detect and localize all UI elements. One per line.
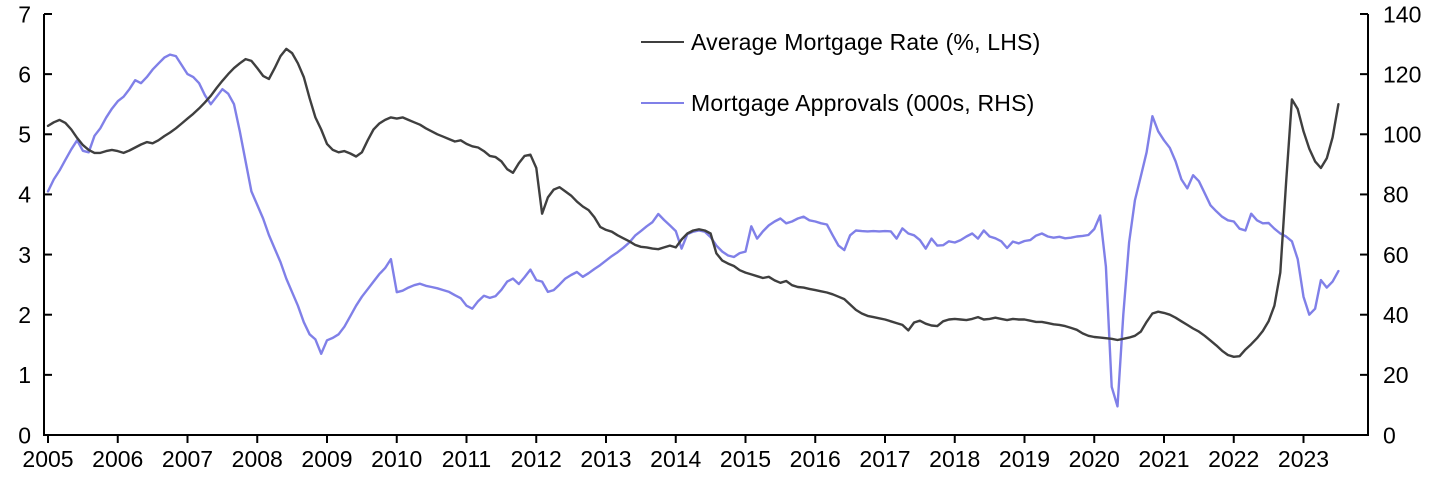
x-axis-year-label: 2015	[720, 446, 771, 472]
right-axis-tick-label: 20	[1383, 362, 1409, 388]
right-axis-tick-label: 120	[1383, 61, 1421, 87]
mortgage-rate-line-swatch	[641, 41, 684, 43]
legend-item-approvals: Mortgage Approvals (000s, RHS)	[641, 89, 1040, 116]
left-axis-tick-label: 6	[18, 61, 31, 87]
x-axis-year-label: 2014	[650, 446, 701, 472]
legend-label-approvals: Mortgage Approvals (000s, RHS)	[691, 89, 1035, 116]
x-axis-year-label: 2009	[301, 446, 352, 472]
x-axis-year-label: 2006	[92, 446, 143, 472]
chart-legend: Average Mortgage Rate (%, LHS) Mortgage …	[641, 28, 1041, 152]
x-axis-year-label: 2021	[1138, 446, 1189, 472]
x-axis-year-label: 2018	[929, 446, 980, 472]
right-axis-tick-label: 40	[1383, 302, 1409, 328]
x-axis-year-label: 2010	[371, 446, 422, 472]
approvals-line-swatch	[641, 102, 684, 104]
x-axis-year-label: 2020	[1069, 446, 1120, 472]
x-axis-year-label: 2012	[511, 446, 562, 472]
right-axis-tick-label: 80	[1383, 182, 1409, 208]
legend-item-mortgage-rate: Average Mortgage Rate (%, LHS)	[641, 28, 1041, 55]
right-axis-tick-label: 0	[1383, 422, 1396, 448]
left-axis-tick-label: 3	[18, 242, 31, 268]
x-axis-year-label: 2019	[999, 446, 1050, 472]
right-axis-tick-label: 140	[1383, 1, 1421, 27]
left-axis-tick-label: 0	[18, 422, 31, 448]
x-axis-year-label: 2013	[580, 446, 631, 472]
x-axis-year-label: 2023	[1278, 446, 1329, 472]
x-axis-year-label: 2008	[232, 446, 283, 472]
x-axis-year-label: 2011	[442, 446, 491, 472]
x-axis-year-label: 2017	[859, 446, 910, 472]
left-axis-tick-label: 2	[18, 302, 31, 328]
left-axis-tick-label: 1	[18, 362, 31, 388]
legend-label-mortgage-rate: Average Mortgage Rate (%, LHS)	[691, 28, 1041, 55]
left-axis-tick-label: 7	[18, 1, 31, 27]
right-axis-tick-label: 100	[1383, 122, 1421, 148]
mortgage-rate-line	[46, 47, 1340, 358]
left-axis-tick-label: 5	[18, 122, 31, 148]
left-axis-tick-label: 4	[18, 182, 31, 208]
x-axis-year-label: 2007	[162, 446, 213, 472]
x-axis-year-label: 2005	[22, 446, 73, 472]
right-axis-tick-label: 60	[1383, 242, 1409, 268]
x-axis-year-label: 2016	[790, 446, 841, 472]
x-axis-year-label: 2022	[1208, 446, 1259, 472]
